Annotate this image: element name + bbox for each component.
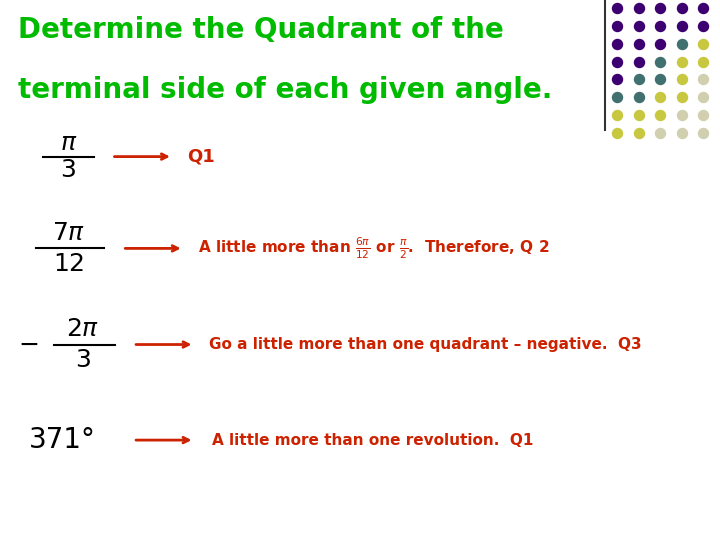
Text: 371°: 371° [29, 426, 96, 454]
Point [698, 75, 709, 84]
Point [633, 22, 644, 30]
Point [676, 93, 688, 102]
Text: terminal side of each given angle.: terminal side of each given angle. [18, 76, 552, 104]
Point [676, 111, 688, 119]
Point [698, 93, 709, 102]
Text: $12$: $12$ [53, 252, 84, 275]
Point [633, 39, 644, 48]
Point [633, 4, 644, 12]
Text: A little more than one revolution.  Q1: A little more than one revolution. Q1 [212, 433, 534, 448]
Point [633, 111, 644, 119]
Point [654, 93, 666, 102]
Text: A little more than $\frac{6\pi}{12}$ or $\frac{\pi}{2}$.  Therefore, Q 2: A little more than $\frac{6\pi}{12}$ or … [198, 235, 549, 261]
Point [654, 111, 666, 119]
Point [611, 4, 623, 12]
Point [611, 93, 623, 102]
Point [611, 39, 623, 48]
Point [611, 75, 623, 84]
Text: $3$: $3$ [60, 158, 76, 182]
Point [611, 111, 623, 119]
Text: Go a little more than one quadrant – negative.  Q3: Go a little more than one quadrant – neg… [209, 337, 642, 352]
Text: $7\pi$: $7\pi$ [52, 221, 85, 245]
Text: $3$: $3$ [75, 348, 91, 372]
Point [676, 75, 688, 84]
Point [633, 93, 644, 102]
Point [654, 22, 666, 30]
Point [676, 129, 688, 137]
Text: −: − [18, 333, 40, 356]
Point [654, 39, 666, 48]
Point [633, 57, 644, 66]
Point [654, 129, 666, 137]
Point [698, 4, 709, 12]
Text: $2\pi$: $2\pi$ [66, 318, 99, 341]
Text: Q1: Q1 [187, 147, 215, 166]
Point [676, 22, 688, 30]
Point [676, 57, 688, 66]
Point [633, 75, 644, 84]
Point [611, 129, 623, 137]
Point [698, 57, 709, 66]
Point [633, 129, 644, 137]
Point [654, 4, 666, 12]
Point [698, 39, 709, 48]
Point [698, 111, 709, 119]
Point [698, 22, 709, 30]
Point [676, 39, 688, 48]
Point [611, 22, 623, 30]
Point [698, 129, 709, 137]
Text: $\pi$: $\pi$ [60, 131, 77, 155]
Point [676, 4, 688, 12]
Point [654, 75, 666, 84]
Point [654, 57, 666, 66]
Text: Determine the Quadrant of the: Determine the Quadrant of the [18, 16, 504, 44]
Point [611, 57, 623, 66]
